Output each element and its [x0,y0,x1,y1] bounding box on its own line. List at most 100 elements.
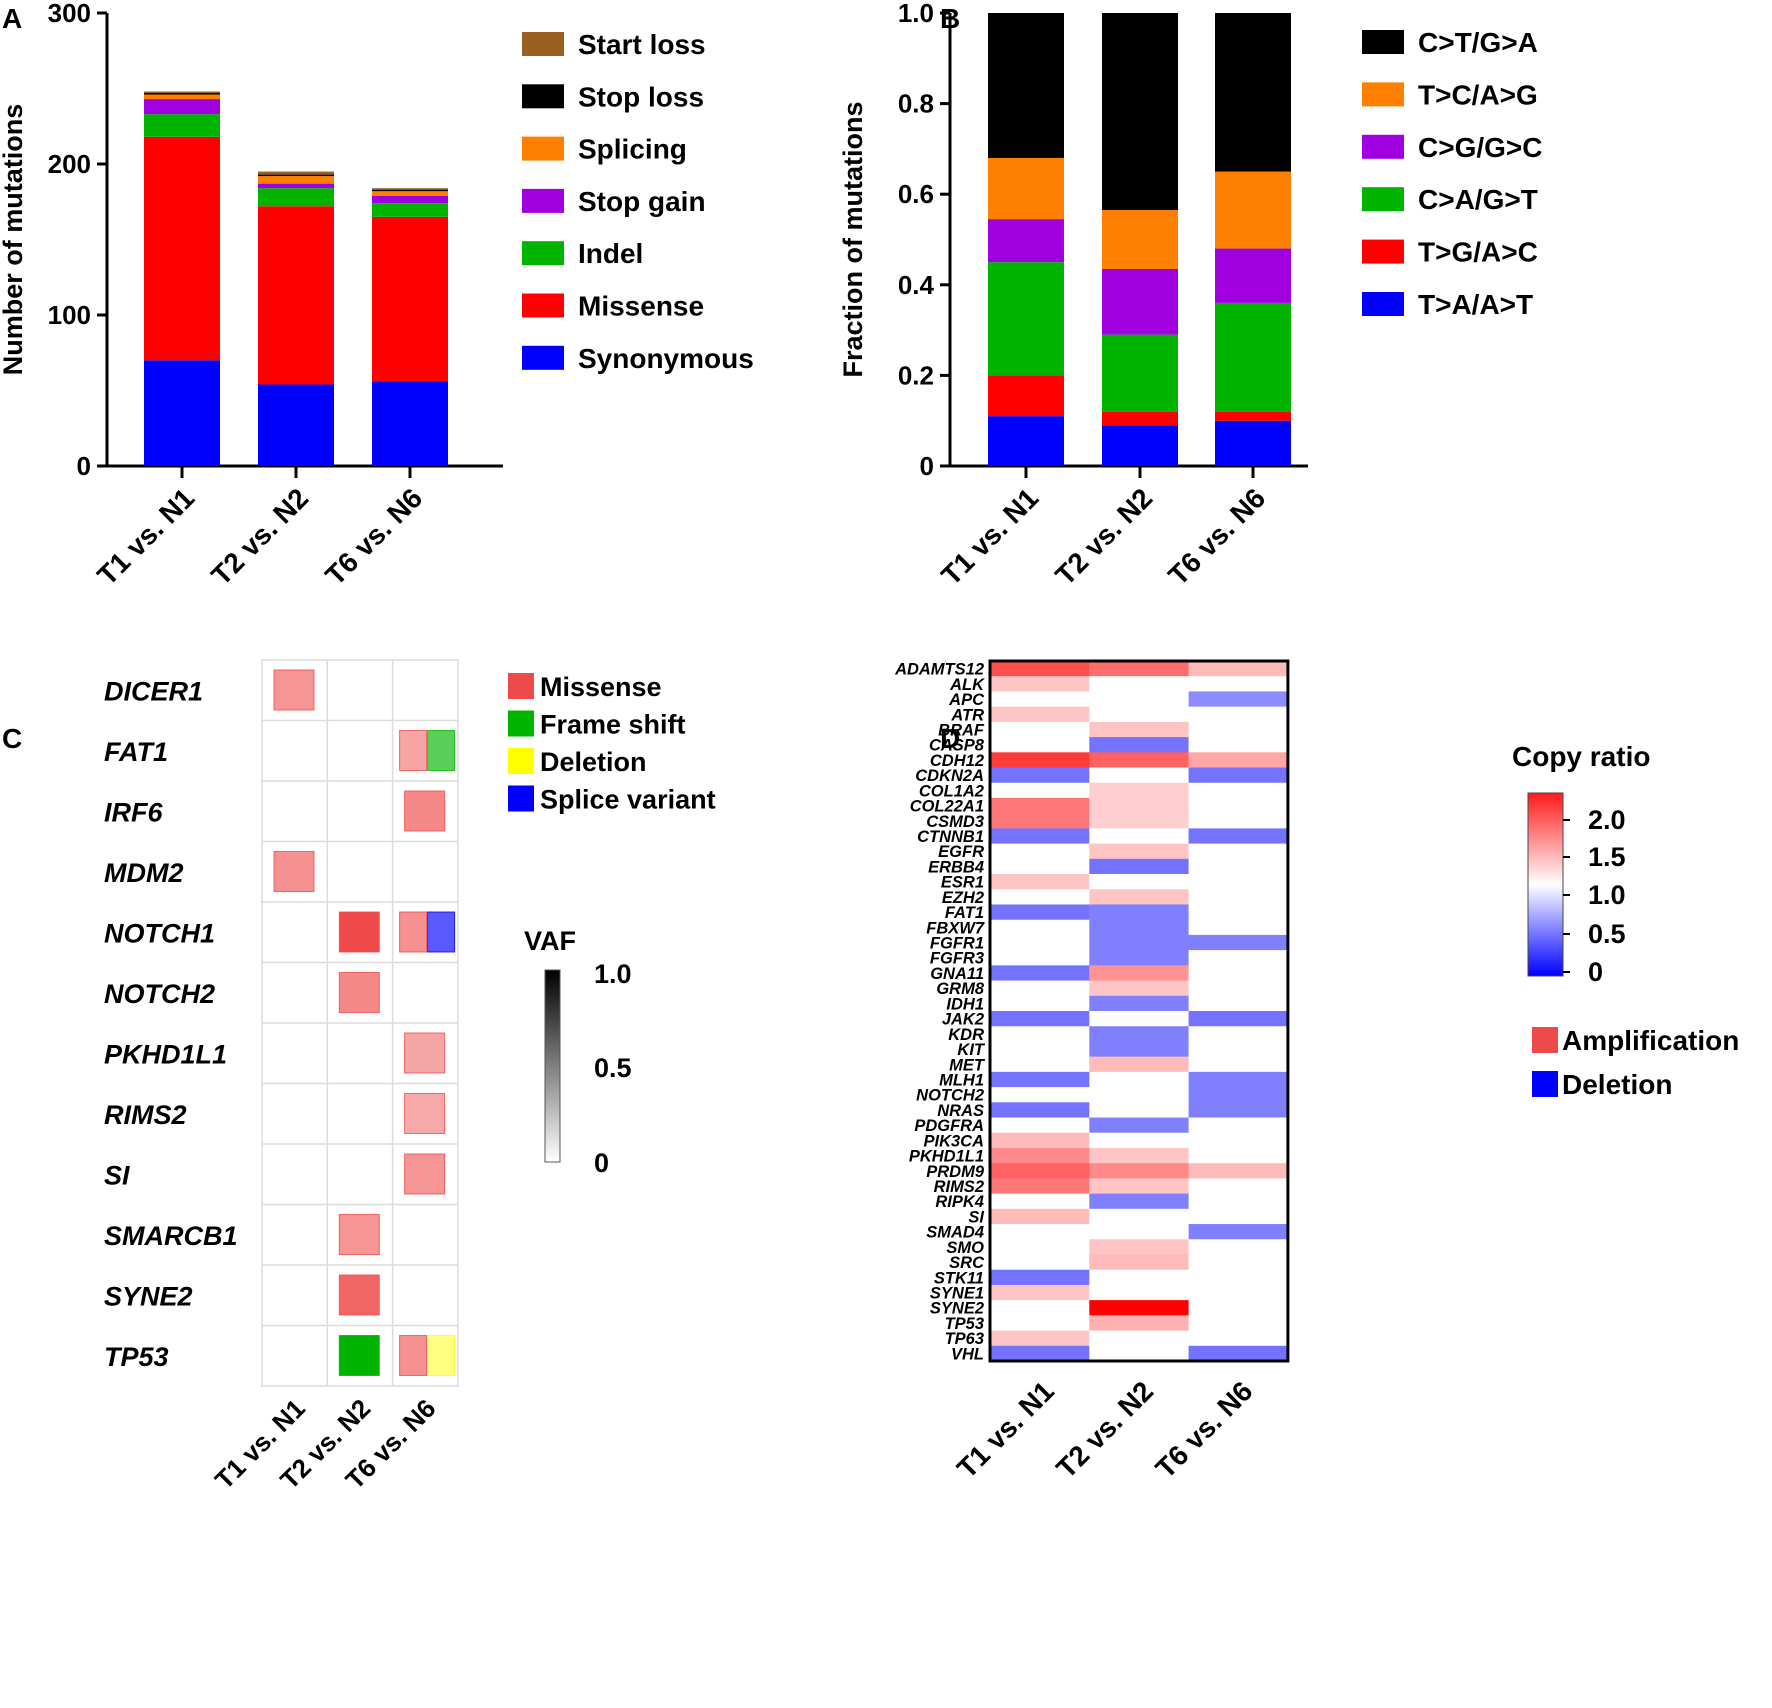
gene-label-met: MET [949,1056,986,1074]
cell-grm8-t6-vs-n6 [1188,980,1289,997]
y-tick-label: 0.8 [898,89,934,119]
cell-atr-t2-vs-n2 [1089,706,1190,723]
legend-label-t-a-a-t: T>A/A>T [1418,289,1533,320]
cell-notch1-t2-vs-n2-missense [338,911,380,953]
gene-label-gna11: GNA11 [930,965,984,983]
gene-label-pkhd1l1: PKHD1L1 [104,1039,227,1069]
cell-mlh1-t2-vs-n2 [1089,1071,1190,1088]
y-tick-label: 0 [77,451,91,481]
gene-label-fat1: FAT1 [104,737,168,767]
legend-label-stop-gain: Stop gain [578,186,706,217]
cell-stk11-t6-vs-n6 [1188,1269,1289,1286]
bar-segment-synonymous-t6-vs-n6 [372,381,448,466]
legend-swatch-synonymous [522,345,564,370]
gene-label-cdkn2a: CDKN2A [915,767,984,785]
cell-smad4-t6-vs-n6 [1188,1224,1289,1240]
gene-label-smarcb1: SMARCB1 [104,1221,238,1251]
panel-letter-a: A [2,3,22,34]
cell-smo-t6-vs-n6 [1188,1239,1289,1255]
gene-label-syne2: SYNE2 [930,1300,984,1318]
cell-vhl-t6-vs-n6 [1188,1345,1289,1362]
bar-segment-missense-t2-vs-n2 [258,206,334,385]
cell-gna11-t6-vs-n6 [1188,965,1289,982]
legend-label-deletion: Deletion [540,747,647,777]
bar-segment-synonymous-t2-vs-n2 [258,384,334,466]
cell-syne2-t2-vs-n2 [1089,1300,1190,1316]
cell-mlh1-t1-vs-n1 [990,1071,1090,1088]
gene-label-ezh2: EZH2 [942,889,984,907]
cell-egfr-t6-vs-n6 [1188,843,1289,860]
legend-swatch-deletion [508,748,534,774]
cell-ezh2-t2-vs-n2 [1089,889,1190,905]
bar-segment-stop-gain-t6-vs-n6 [372,195,448,204]
bar-segment-t-a-a-t-t1-vs-n1 [988,416,1064,466]
cell-grm8-t1-vs-n1 [990,980,1090,997]
panel-letter-c: C [2,723,22,754]
cell-alk-t2-vs-n2 [1089,676,1190,692]
cell-pdgfra-t6-vs-n6 [1188,1117,1289,1134]
cell-kit-t6-vs-n6 [1188,1041,1289,1058]
vaf-scale-tick: 0.5 [594,1053,632,1083]
cell-erbb4-t6-vs-n6 [1188,858,1289,875]
legend-swatch-deletion [1532,1071,1558,1097]
cell-dicer1-t1-vs-n1-missense [273,669,315,711]
gene-label-fgfr3: FGFR3 [930,950,984,968]
legend-label-start-loss: Start loss [578,29,706,60]
legend-swatch-t-c-a-g [1362,82,1404,107]
cell-fat1-t6-vs-n6-frame-shift [427,730,456,771]
cell-syne2-t1-vs-n1 [990,1300,1090,1316]
legend-swatch-start-loss [522,32,564,56]
cell-pkhd1l1-t6-vs-n6-missense [404,1032,446,1074]
vaf-scale-bar [544,969,561,1163]
cell-kdr-t1-vs-n1 [990,1026,1090,1042]
bar-segment-start-loss-t6-vs-n6 [372,188,448,190]
cell-tp63-t1-vs-n1 [990,1330,1090,1347]
cell-notch2-t6-vs-n6 [1188,1087,1289,1103]
x-tick-label: T6 vs. N6 [1162,482,1271,591]
bar-segment-indel-t2-vs-n2 [258,188,334,207]
cell-atr-t6-vs-n6 [1188,706,1289,723]
gene-label-col22a1: COL22A1 [910,798,984,816]
vaf-scale-tick: 0 [594,1148,609,1178]
cell-adamts12-t1-vs-n1 [990,661,1090,677]
cell-smad4-t1-vs-n1 [990,1224,1090,1240]
cell-apc-t2-vs-n2 [1089,691,1190,708]
cell-col1a2-t2-vs-n2 [1089,782,1190,799]
cell-mlh1-t6-vs-n6 [1188,1071,1289,1088]
cell-csmd3-t2-vs-n2 [1089,813,1190,829]
cell-ctnnb1-t2-vs-n2 [1089,828,1190,845]
y-tick-label: 100 [48,300,91,330]
cell-tp53-t6-vs-n6 [1188,1315,1289,1332]
vaf-scale-tick: 1.0 [594,959,632,989]
gene-label-fgfr1: FGFR1 [930,935,984,953]
gene-label-kdr: KDR [948,1026,984,1044]
bar-segment-missense-t1-vs-n1 [144,136,220,361]
bar-segment-splicing-t2-vs-n2 [258,176,334,184]
bar-segment-splicing-t1-vs-n1 [144,94,220,100]
cell-gna11-t2-vs-n2 [1089,965,1190,982]
legend-swatch-c-t-g-a [1362,30,1404,54]
gene-label-esr1: ESR1 [941,874,984,892]
cell-adamts12-t6-vs-n6 [1188,661,1289,677]
cell-src-t6-vs-n6 [1188,1254,1289,1271]
legend-swatch-missense [508,673,534,699]
legend-swatch-c-g-g-c [1362,134,1404,159]
gene-label-fbxw7: FBXW7 [926,919,985,937]
y-tick-label: 0.2 [898,360,934,390]
bar-segment-c-a-g-t-t6-vs-n6 [1215,302,1291,412]
cell-ezh2-t1-vs-n1 [990,889,1090,905]
legend-label-t-g-a-c: T>G/A>C [1418,237,1538,268]
copy-ratio-tick-label: 2.0 [1588,805,1626,835]
legend-label-splice-variant: Splice variant [540,785,716,815]
gene-label-tp53: TP53 [945,1315,984,1333]
column-label: T2 vs. N2 [1050,1375,1159,1484]
legend-label-synonymous: Synonymous [578,343,754,374]
cell-pkhd1l1-t1-vs-n1 [990,1147,1090,1164]
gene-label-ctnnb1: CTNNB1 [917,828,984,846]
cell-fgfr1-t6-vs-n6 [1188,934,1289,951]
cell-rims2-t6-vs-n6-missense [404,1093,446,1134]
cell-cdkn2a-t1-vs-n1 [990,767,1090,784]
cell-smad4-t2-vs-n2 [1089,1224,1190,1240]
cell-pdgfra-t2-vs-n2 [1089,1117,1190,1134]
panel-letter-d: D [940,723,960,754]
